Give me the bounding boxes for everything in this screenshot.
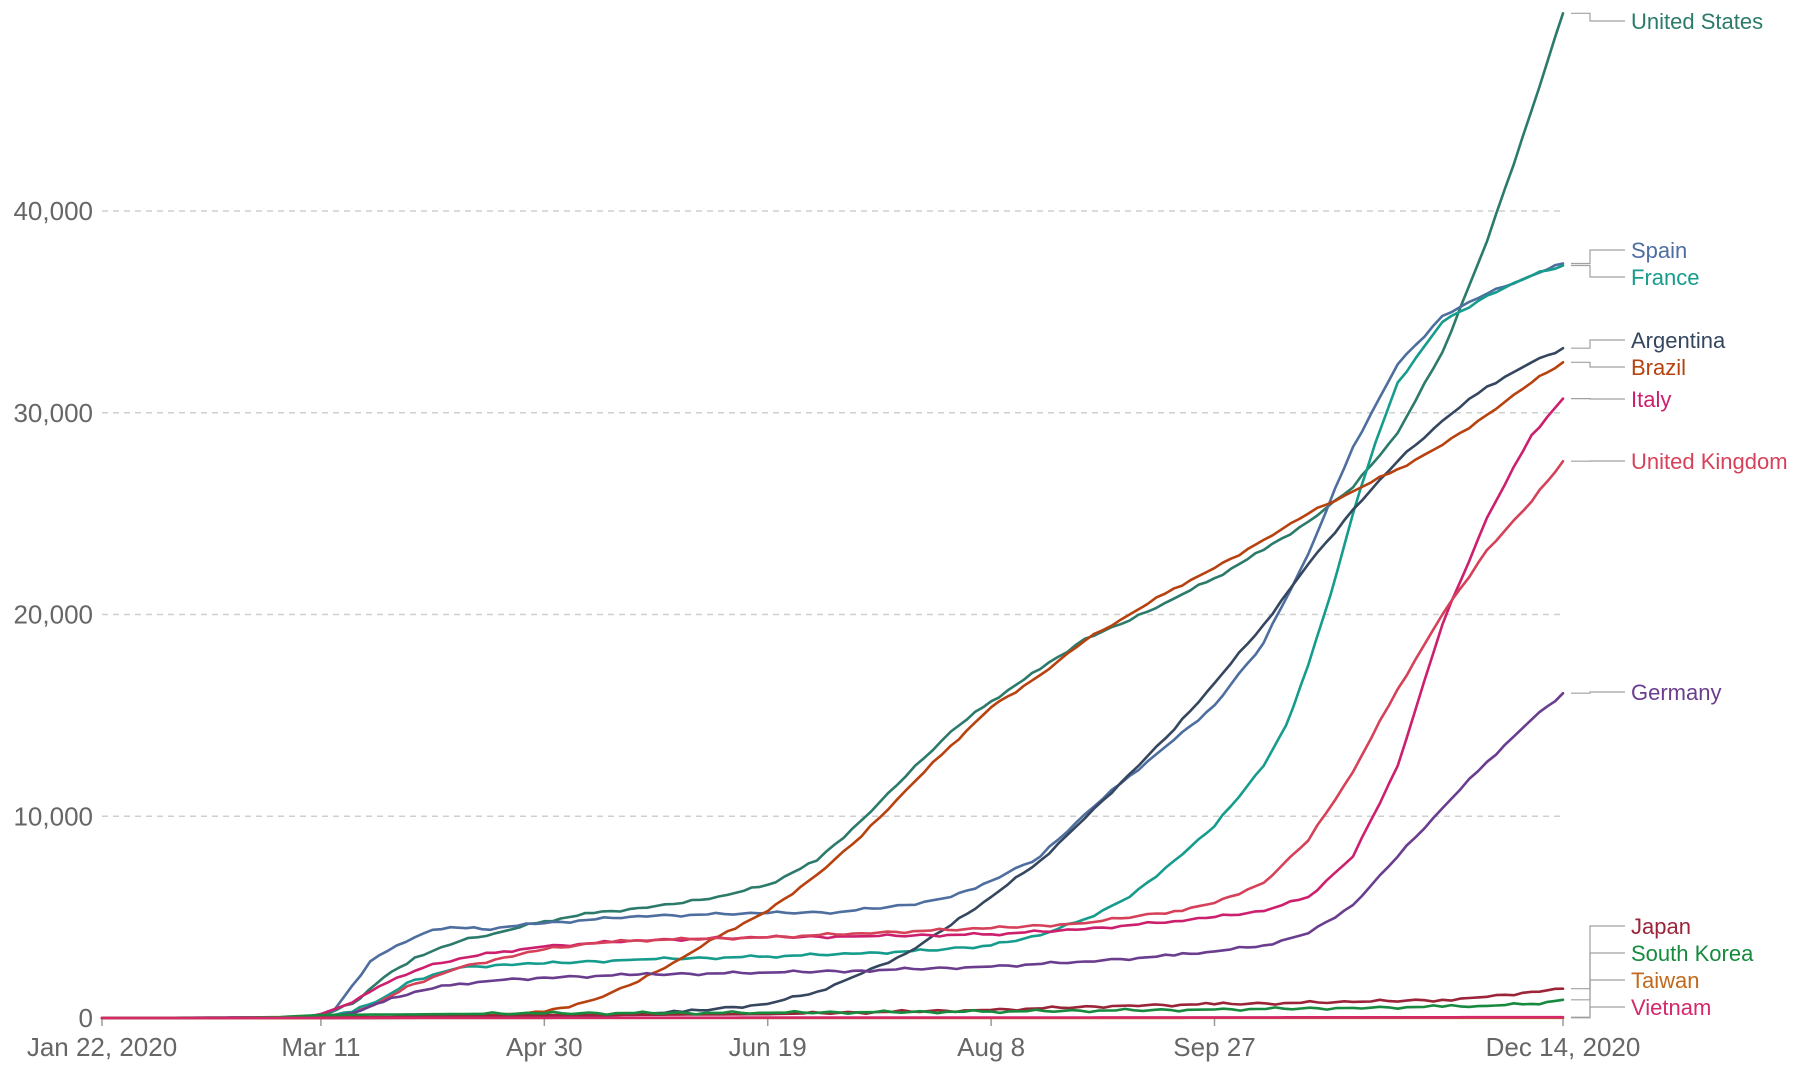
series-label-france: France: [1631, 265, 1699, 290]
label-connectors: [1571, 12, 1625, 1019]
series-label-japan: Japan: [1631, 914, 1691, 939]
series-line-brazil: [100, 361, 1565, 1020]
series-label-vietnam: Vietnam: [1631, 995, 1711, 1020]
x-tick-label: Sep 27: [1173, 1032, 1255, 1062]
connector-france: [1571, 264, 1625, 278]
series-label-taiwan: Taiwan: [1631, 968, 1699, 993]
series-line-italy: [100, 397, 1565, 1020]
connector-south-korea: [1571, 952, 1625, 1001]
connector-japan: [1571, 925, 1625, 990]
y-tick-label: 20,000: [13, 600, 93, 630]
series-label-united-kingdom: United Kingdom: [1631, 449, 1788, 474]
connector-taiwan: [1571, 979, 1625, 1019]
grid-lines: [102, 210, 1563, 817]
y-axis: 0 10,000 20,000 30,000 40,000: [13, 196, 93, 1033]
series-line-united-states: [100, 12, 1565, 1020]
x-tick-label: Apr 30: [506, 1032, 583, 1062]
series-label-spain: Spain: [1631, 238, 1687, 263]
x-tick-label: Dec 14, 2020: [1486, 1032, 1641, 1062]
x-axis: Jan 22, 2020 Mar 11 Apr 30 Jun 19 Aug 8 Sep 2…: [27, 1017, 1641, 1062]
series-label-italy: Italy: [1631, 387, 1671, 412]
connector-argentina: [1571, 339, 1625, 349]
series-label-south-korea: South Korea: [1631, 941, 1754, 966]
y-tick-label: 10,000: [13, 801, 93, 831]
series-line-south-korea: [100, 998, 1565, 1020]
y-tick-label: 40,000: [13, 196, 93, 226]
series-label-argentina: Argentina: [1631, 328, 1726, 353]
connector-germany: [1571, 691, 1625, 694]
series-label-germany: Germany: [1631, 680, 1721, 705]
series-line-vietnam: [100, 1015, 1565, 1020]
connector-vietnam: [1571, 1006, 1625, 1018]
series-line-germany: [100, 691, 1565, 1020]
y-tick-label: 0: [79, 1003, 93, 1033]
x-tick-label: Jan 22, 2020: [27, 1032, 177, 1062]
series-line-france: [100, 264, 1565, 1020]
x-tick-label: Aug 8: [957, 1032, 1025, 1062]
series-line-argentina: [100, 346, 1565, 1020]
x-tick-label: Mar 11: [281, 1032, 360, 1062]
series-line-spain: [100, 262, 1565, 1020]
y-tick-label: 30,000: [13, 398, 93, 428]
connector-brazil: [1571, 361, 1625, 368]
connector-united-states: [1571, 12, 1625, 22]
x-tick-label: Jun 19: [729, 1032, 807, 1062]
series-label-brazil: Brazil: [1631, 355, 1686, 380]
series-label-united-states: United States: [1631, 9, 1763, 34]
connector-spain: [1571, 249, 1625, 265]
series-lines: [100, 12, 1565, 1020]
